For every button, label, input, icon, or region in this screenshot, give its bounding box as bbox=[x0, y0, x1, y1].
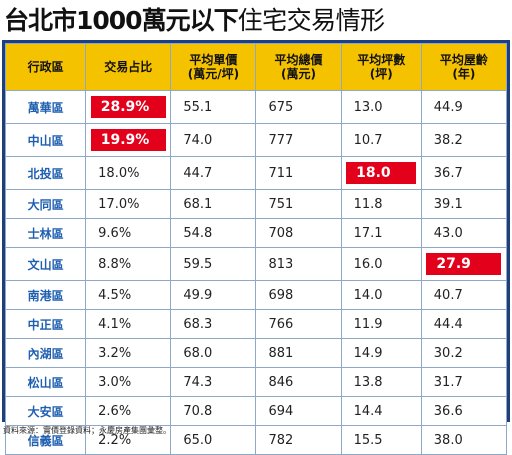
unit-price-cell: 68.1 bbox=[170, 189, 257, 219]
highlight-value: 28.9% bbox=[90, 96, 166, 118]
district-cell: 中正區 bbox=[4, 309, 87, 339]
unit-price-cell: 74.3 bbox=[170, 367, 257, 397]
share-cell: 3.0% bbox=[85, 367, 172, 397]
area-cell: 11.8 bbox=[340, 189, 422, 219]
title-sub: 住宅交易情形 bbox=[237, 6, 386, 35]
area-cell: 14.0 bbox=[340, 280, 422, 310]
district-cell: 南港區 bbox=[4, 280, 87, 310]
unit-price-cell: 70.8 bbox=[170, 396, 257, 426]
table-body: 萬華區 28.9% 55.1 675 13.0 44.9 中山區 19.9% 74.0 777 10… bbox=[4, 90, 508, 455]
table-row: 內湖區 3.2% 68.0 881 14.9 30.2 bbox=[4, 338, 508, 368]
area-cell: 16.0 bbox=[340, 247, 422, 281]
age-cell: 27.9 bbox=[420, 247, 508, 281]
share-cell: 2.6% bbox=[85, 396, 172, 426]
district-cell: 內湖區 bbox=[4, 338, 87, 368]
title-main: 台北市1000萬元以下 bbox=[4, 6, 239, 35]
total-price-cell: 708 bbox=[255, 218, 342, 248]
area-cell: 14.9 bbox=[340, 338, 422, 368]
unit-price-cell: 68.3 bbox=[170, 309, 257, 339]
share-cell: 8.8% bbox=[85, 247, 172, 281]
total-price-cell: 846 bbox=[255, 367, 342, 397]
page-title: 台北市1000萬元以下 住宅交易情形 bbox=[0, 0, 512, 38]
area-cell: 11.9 bbox=[340, 309, 422, 339]
total-price-cell: 675 bbox=[255, 90, 342, 124]
table-row: 大同區 17.0% 68.1 751 11.8 39.1 bbox=[4, 189, 508, 219]
area-cell: 13.8 bbox=[340, 367, 422, 397]
table-row: 南港區 4.5% 49.9 698 14.0 40.7 bbox=[4, 280, 508, 310]
district-cell: 大安區 bbox=[4, 396, 87, 426]
age-cell: 30.2 bbox=[420, 338, 508, 368]
age-cell: 40.7 bbox=[420, 280, 508, 310]
share-cell: 3.2% bbox=[85, 338, 172, 368]
share-cell: 4.1% bbox=[85, 309, 172, 339]
area-cell: 15.5 bbox=[340, 425, 422, 455]
table-row: 北投區 18.0% 44.7 711 18.0 36.7 bbox=[4, 156, 508, 190]
unit-price-cell: 54.8 bbox=[170, 218, 257, 248]
area-cell: 18.0 bbox=[340, 156, 422, 190]
table-row: 大安區 2.6% 70.8 694 14.4 36.6 bbox=[4, 396, 508, 426]
district-cell: 中山區 bbox=[4, 123, 87, 157]
total-price-cell: 777 bbox=[255, 123, 342, 157]
area-cell: 13.0 bbox=[340, 90, 422, 124]
table-row: 萬華區 28.9% 55.1 675 13.0 44.9 bbox=[4, 90, 508, 124]
district-cell: 士林區 bbox=[4, 218, 87, 248]
highlight-value: 19.9% bbox=[90, 129, 166, 151]
share-cell: 4.5% bbox=[85, 280, 172, 310]
table-header-row: 行政區 交易占比 平均單價 (萬元/坪) 平均總價 (萬元) 平均坪數 (坪) 平均屋齡 (年) bbox=[4, 43, 508, 91]
district-cell: 北投區 bbox=[4, 156, 87, 190]
table-row: 文山區 8.8% 59.5 813 16.0 27.9 bbox=[4, 247, 508, 281]
age-cell: 38.0 bbox=[420, 425, 508, 455]
age-cell: 39.1 bbox=[420, 189, 508, 219]
district-cell: 萬華區 bbox=[4, 90, 87, 124]
unit-price-cell: 68.0 bbox=[170, 338, 257, 368]
age-cell: 31.7 bbox=[420, 367, 508, 397]
unit-price-cell: 44.7 bbox=[170, 156, 257, 190]
total-price-cell: 698 bbox=[255, 280, 342, 310]
data-table: 行政區 交易占比 平均單價 (萬元/坪) 平均總價 (萬元) 平均坪數 (坪) 平均屋齡 (年) … bbox=[4, 43, 508, 455]
area-cell: 17.1 bbox=[340, 218, 422, 248]
total-price-cell: 751 bbox=[255, 189, 342, 219]
total-price-cell: 766 bbox=[255, 309, 342, 339]
table-row: 松山區 3.0% 74.3 846 13.8 31.7 bbox=[4, 367, 508, 397]
table-row: 中正區 4.1% 68.3 766 11.9 44.4 bbox=[4, 309, 508, 339]
total-price-cell: 694 bbox=[255, 396, 342, 426]
share-cell: 19.9% bbox=[85, 123, 172, 157]
source-note: 資料來源：實價登錄資料；永慶房產集團彙整。 bbox=[3, 426, 171, 435]
table-row: 中山區 19.9% 74.0 777 10.7 38.2 bbox=[4, 123, 508, 157]
district-cell: 松山區 bbox=[4, 367, 87, 397]
age-cell: 44.4 bbox=[420, 309, 508, 339]
age-cell: 43.0 bbox=[420, 218, 508, 248]
share-cell: 17.0% bbox=[85, 189, 172, 219]
total-price-cell: 782 bbox=[255, 425, 342, 455]
age-cell: 36.6 bbox=[420, 396, 508, 426]
unit-price-cell: 49.9 bbox=[170, 280, 257, 310]
share-cell: 18.0% bbox=[85, 156, 172, 190]
column-header: 交易占比 bbox=[85, 43, 172, 91]
age-cell: 44.9 bbox=[420, 90, 508, 124]
area-cell: 14.4 bbox=[340, 396, 422, 426]
data-table-container: 行政區 交易占比 平均單價 (萬元/坪) 平均總價 (萬元) 平均坪數 (坪) 平均屋齡 (年) … bbox=[2, 40, 510, 455]
table-row: 士林區 9.6% 54.8 708 17.1 43.0 bbox=[4, 218, 508, 248]
age-cell: 36.7 bbox=[420, 156, 508, 190]
unit-price-cell: 74.0 bbox=[170, 123, 257, 157]
column-header: 平均總價 (萬元) bbox=[255, 43, 342, 91]
age-cell: 38.2 bbox=[420, 123, 508, 157]
district-cell: 大同區 bbox=[4, 189, 87, 219]
share-cell: 28.9% bbox=[85, 90, 172, 124]
unit-price-cell: 59.5 bbox=[170, 247, 257, 281]
share-cell: 9.6% bbox=[85, 218, 172, 248]
highlight-value: 27.9 bbox=[426, 253, 502, 275]
total-price-cell: 711 bbox=[255, 156, 342, 190]
column-header: 平均屋齡 (年) bbox=[420, 43, 508, 91]
unit-price-cell: 55.1 bbox=[170, 90, 257, 124]
unit-price-cell: 65.0 bbox=[170, 425, 257, 455]
column-header: 平均坪數 (坪) bbox=[340, 43, 422, 91]
area-cell: 10.7 bbox=[340, 123, 422, 157]
district-cell: 文山區 bbox=[4, 247, 87, 281]
highlight-value: 18.0 bbox=[346, 162, 417, 184]
column-header: 平均單價 (萬元/坪) bbox=[170, 43, 257, 91]
total-price-cell: 881 bbox=[255, 338, 342, 368]
column-header: 行政區 bbox=[4, 43, 87, 91]
total-price-cell: 813 bbox=[255, 247, 342, 281]
